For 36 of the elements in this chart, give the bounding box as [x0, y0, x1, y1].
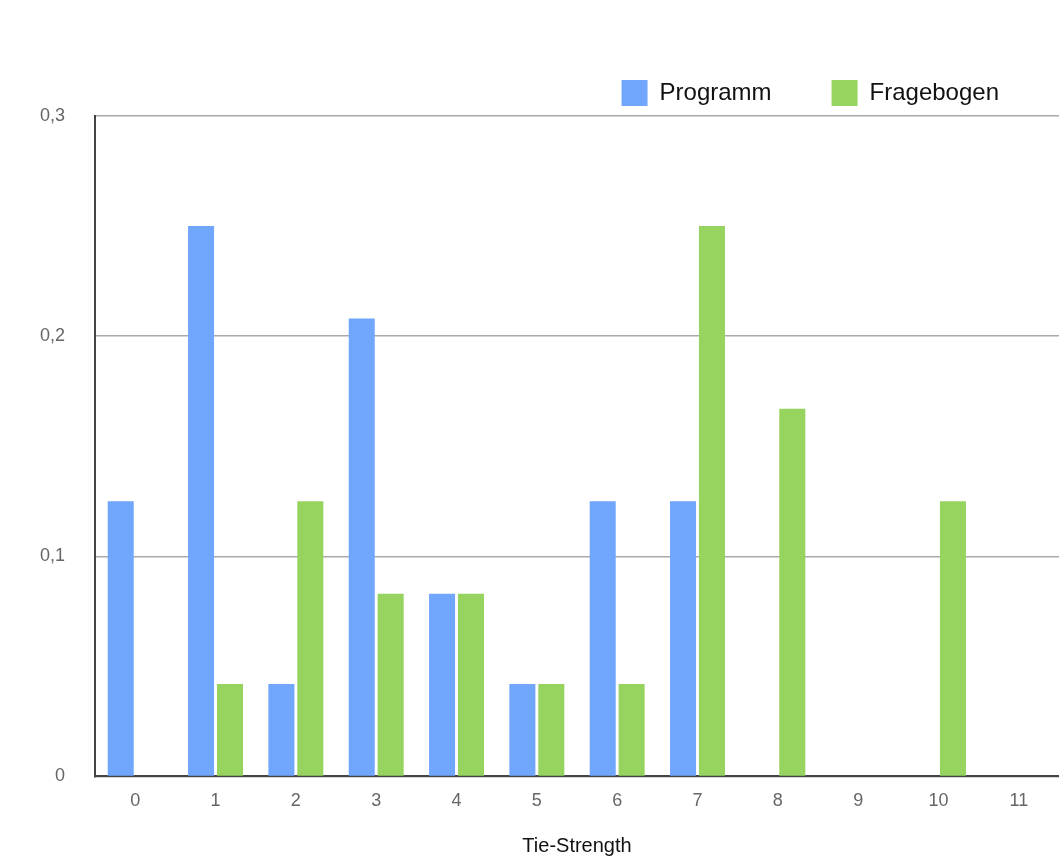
- legend-label: Programm: [659, 77, 772, 105]
- x-tick-label: 10: [928, 790, 949, 811]
- bar: [297, 501, 324, 776]
- y-tick-label: 0,1: [39, 545, 66, 566]
- bar: [538, 683, 565, 776]
- bar: [348, 318, 375, 776]
- bar: [457, 593, 484, 776]
- bar: [268, 683, 295, 776]
- legend-label: Fragebogen: [869, 77, 999, 105]
- bar: [188, 226, 215, 776]
- bar: [939, 501, 966, 776]
- x-tick-label: 5: [531, 790, 542, 811]
- x-tick-label: 3: [371, 790, 382, 811]
- x-tick-label: 2: [290, 790, 301, 811]
- x-axis-title: Tie-Strength: [522, 833, 632, 856]
- bar: [216, 683, 243, 776]
- x-tick-label: 6: [612, 790, 623, 811]
- x-tick-label: 0: [130, 790, 141, 811]
- bar: [509, 683, 536, 776]
- bar: [429, 593, 456, 776]
- bar: [377, 593, 404, 776]
- x-tick-label: 7: [692, 790, 703, 811]
- bar: [589, 501, 616, 776]
- y-tick-label: 0,2: [39, 325, 66, 346]
- x-tick-label: 4: [451, 790, 462, 811]
- x-tick-label: 11: [1009, 790, 1029, 811]
- x-tick-label: 9: [853, 790, 864, 811]
- bar: [698, 226, 725, 776]
- bar: [107, 501, 134, 776]
- x-tick-label: 1: [210, 790, 221, 811]
- y-tick-label: 0,3: [39, 104, 66, 125]
- bar: [670, 501, 697, 776]
- bar: [779, 408, 806, 776]
- x-tick-label: 8: [772, 790, 783, 811]
- bar: [618, 683, 645, 776]
- y-tick-label: 0: [55, 765, 66, 786]
